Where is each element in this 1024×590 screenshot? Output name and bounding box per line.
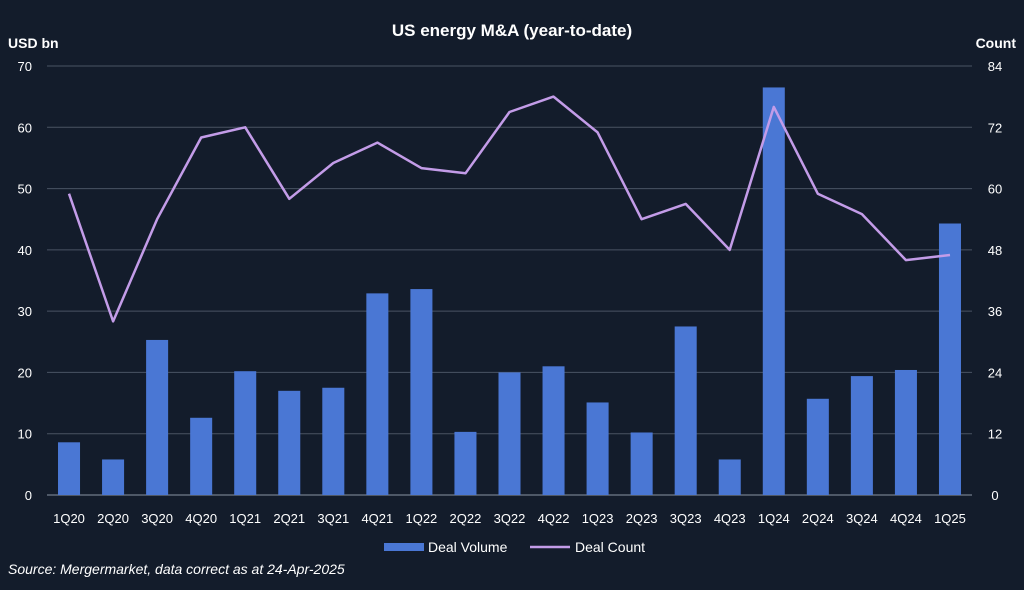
y-left-tick-label: 20 xyxy=(18,365,32,380)
x-tick-label: 3Q20 xyxy=(141,511,173,526)
x-tick-label: 1Q25 xyxy=(934,511,966,526)
y-right-axis: 0 12 24 36 48 60 72 84 xyxy=(988,59,1002,503)
bar-3Q21 xyxy=(322,388,344,495)
deal-count-line xyxy=(69,97,950,322)
bar-3Q20 xyxy=(146,340,168,495)
x-tick-label: 2Q23 xyxy=(626,511,658,526)
bar-4Q20 xyxy=(190,418,212,495)
deal-count-line-group xyxy=(69,97,950,322)
y-left-tick-label: 70 xyxy=(18,59,32,74)
bar-2Q24 xyxy=(807,399,829,495)
y-left-label: USD bn xyxy=(8,35,59,51)
x-tick-label: 4Q22 xyxy=(538,511,570,526)
y-right-tick-label: 84 xyxy=(988,59,1002,74)
y-left-tick-label: 10 xyxy=(18,427,32,442)
legend: Deal Volume Deal Count xyxy=(384,539,645,555)
x-tick-label: 2Q24 xyxy=(802,511,834,526)
bar-1Q21 xyxy=(234,371,256,495)
bar-1Q24 xyxy=(763,87,785,495)
y-left-axis: 0 10 20 30 40 50 60 70 xyxy=(18,59,32,503)
bar-2Q22 xyxy=(454,432,476,495)
x-tick-label: 2Q22 xyxy=(450,511,482,526)
chart-title: US energy M&A (year-to-date) xyxy=(392,21,632,40)
x-tick-label: 3Q22 xyxy=(494,511,526,526)
bar-4Q23 xyxy=(719,459,741,495)
y-left-tick-label: 0 xyxy=(25,488,32,503)
y-left-tick-label: 30 xyxy=(18,304,32,319)
x-tick-label: 4Q21 xyxy=(361,511,393,526)
x-tick-label: 3Q24 xyxy=(846,511,878,526)
bar-2Q23 xyxy=(631,432,653,495)
y-left-tick-label: 50 xyxy=(18,182,32,197)
y-left-tick-label: 40 xyxy=(18,243,32,258)
bar-1Q22 xyxy=(410,289,432,495)
x-tick-label: 1Q20 xyxy=(53,511,85,526)
y-right-tick-label: 60 xyxy=(988,182,1002,197)
bar-3Q24 xyxy=(851,376,873,495)
y-right-tick-label: 12 xyxy=(988,427,1002,442)
x-tick-label: 1Q23 xyxy=(582,511,614,526)
y-right-label: Count xyxy=(976,35,1017,51)
bar-2Q21 xyxy=(278,391,300,495)
x-tick-label: 3Q23 xyxy=(670,511,702,526)
x-tick-label: 3Q21 xyxy=(317,511,349,526)
x-tick-label: 2Q21 xyxy=(273,511,305,526)
x-axis: 1Q20 2Q20 3Q20 4Q20 1Q21 2Q21 3Q21 4Q21 1Q22 2Q22… xyxy=(53,511,966,526)
legend-label-deal-count: Deal Count xyxy=(575,539,645,555)
deal-volume-bars xyxy=(58,87,961,495)
x-tick-label: 1Q21 xyxy=(229,511,261,526)
legend-swatch-deal-volume xyxy=(384,543,424,551)
x-tick-label: 4Q23 xyxy=(714,511,746,526)
x-tick-label: 1Q22 xyxy=(405,511,437,526)
bar-1Q20 xyxy=(58,442,80,495)
bar-4Q22 xyxy=(543,366,565,495)
x-tick-label: 2Q20 xyxy=(97,511,129,526)
x-tick-label: 1Q24 xyxy=(758,511,790,526)
bar-3Q22 xyxy=(498,372,520,495)
y-left-tick-label: 60 xyxy=(18,120,32,135)
y-right-tick-label: 72 xyxy=(988,120,1002,135)
legend-label-deal-volume: Deal Volume xyxy=(428,539,508,555)
bar-3Q23 xyxy=(675,326,697,495)
y-right-tick-label: 0 xyxy=(991,488,998,503)
source-note: Source: Mergermarket, data correct as at… xyxy=(8,561,345,577)
y-right-tick-label: 48 xyxy=(988,243,1002,258)
bar-1Q25 xyxy=(939,224,961,495)
x-tick-label: 4Q24 xyxy=(890,511,922,526)
bar-1Q23 xyxy=(587,402,609,495)
y-right-tick-label: 24 xyxy=(988,365,1002,380)
x-tick-label: 4Q20 xyxy=(185,511,217,526)
y-right-tick-label: 36 xyxy=(988,304,1002,319)
bar-4Q24 xyxy=(895,370,917,495)
bar-4Q21 xyxy=(366,293,388,495)
bar-2Q20 xyxy=(102,459,124,495)
